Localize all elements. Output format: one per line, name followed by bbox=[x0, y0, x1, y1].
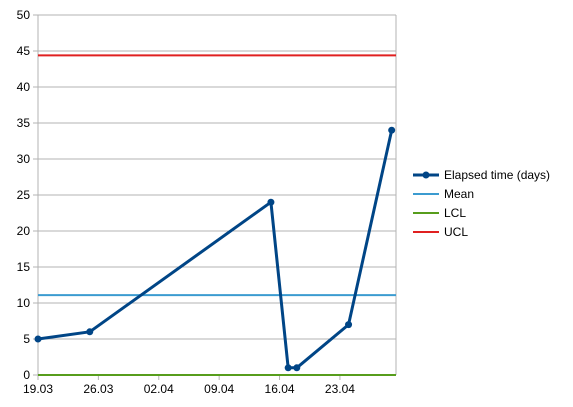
x-tick-label: 09.04 bbox=[204, 382, 234, 396]
grid-lines bbox=[33, 14, 397, 380]
legend-marker bbox=[422, 171, 430, 179]
y-tick-label: 30 bbox=[17, 152, 31, 166]
x-tick-label: 26.03 bbox=[83, 382, 113, 396]
x-tick-label: 19.03 bbox=[23, 382, 53, 396]
x-tick-label: 02.04 bbox=[144, 382, 174, 396]
data-point bbox=[34, 335, 42, 343]
data-point bbox=[345, 321, 353, 329]
x-tick-label: 16.04 bbox=[265, 382, 295, 396]
data-point bbox=[388, 126, 396, 134]
legend-label: LCL bbox=[444, 206, 466, 220]
data-point bbox=[284, 364, 292, 372]
data-point bbox=[293, 364, 301, 372]
y-axis-ticks: 0 5 10 15 20 25 30 35 40 45 50 bbox=[17, 8, 31, 382]
legend: Elapsed time (days) Mean LCL UCL bbox=[413, 168, 550, 239]
y-tick-label: 35 bbox=[17, 116, 31, 130]
y-tick-label: 40 bbox=[17, 80, 31, 94]
y-tick-label: 15 bbox=[17, 260, 31, 274]
y-tick-label: 20 bbox=[17, 224, 31, 238]
legend-label: Mean bbox=[444, 187, 474, 201]
y-tick-label: 10 bbox=[17, 296, 31, 310]
x-axis-ticks: 19.03 26.03 02.04 09.04 16.04 23.04 bbox=[23, 382, 355, 396]
data-point bbox=[267, 198, 275, 206]
x-tick-label: 23.04 bbox=[325, 382, 355, 396]
legend-label: UCL bbox=[444, 225, 468, 239]
y-tick-label: 5 bbox=[23, 332, 30, 346]
legend-label: Elapsed time (days) bbox=[444, 168, 550, 182]
y-tick-label: 45 bbox=[17, 44, 31, 58]
series-layer bbox=[34, 54, 396, 376]
data-point bbox=[86, 328, 94, 336]
y-tick-label: 25 bbox=[17, 188, 31, 202]
y-tick-label: 50 bbox=[17, 8, 31, 22]
y-tick-label: 0 bbox=[23, 368, 30, 382]
